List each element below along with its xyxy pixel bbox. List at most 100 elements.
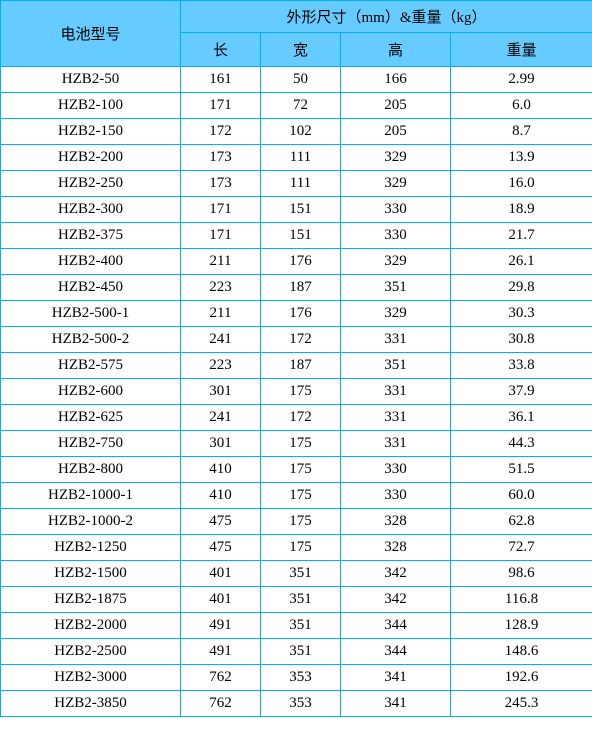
cell-w: 175 <box>261 535 341 561</box>
cell-h: 331 <box>341 431 451 457</box>
cell-model: HZB2-50 <box>1 67 181 93</box>
cell-h: 341 <box>341 665 451 691</box>
cell-l: 211 <box>181 301 261 327</box>
cell-h: 344 <box>341 613 451 639</box>
cell-model: HZB2-300 <box>1 197 181 223</box>
cell-wt: 16.0 <box>451 171 592 197</box>
cell-h: 330 <box>341 223 451 249</box>
cell-wt: 36.1 <box>451 405 592 431</box>
cell-l: 762 <box>181 691 261 717</box>
cell-model: HZB2-2500 <box>1 639 181 665</box>
table-row: HZB2-500-121117632930.3 <box>1 301 592 327</box>
cell-model: HZB2-3850 <box>1 691 181 717</box>
battery-spec-table-container: 电池型号 外形尺寸（mm）&重量（kg） 长 宽 高 重量 HZB2-50161… <box>0 0 592 717</box>
cell-w: 111 <box>261 171 341 197</box>
cell-l: 401 <box>181 561 261 587</box>
cell-model: HZB2-2000 <box>1 613 181 639</box>
table-row: HZB2-3850762353341245.3 <box>1 691 592 717</box>
cell-h: 351 <box>341 353 451 379</box>
cell-l: 161 <box>181 67 261 93</box>
cell-h: 329 <box>341 249 451 275</box>
cell-w: 353 <box>261 691 341 717</box>
cell-w: 176 <box>261 249 341 275</box>
table-row: HZB2-50161501662.99 <box>1 67 592 93</box>
cell-h: 330 <box>341 483 451 509</box>
cell-model: HZB2-600 <box>1 379 181 405</box>
cell-model: HZB2-625 <box>1 405 181 431</box>
cell-model: HZB2-3000 <box>1 665 181 691</box>
cell-model: HZB2-1875 <box>1 587 181 613</box>
header-width: 宽 <box>261 33 341 67</box>
table-row: HZB2-60030117533137.9 <box>1 379 592 405</box>
table-row: HZB2-40021117632926.1 <box>1 249 592 275</box>
header-dims-title: 外形尺寸（mm）&重量（kg） <box>181 1 592 33</box>
table-row: HZB2-1000-141017533060.0 <box>1 483 592 509</box>
table-row: HZB2-62524117233136.1 <box>1 405 592 431</box>
cell-wt: 33.8 <box>451 353 592 379</box>
cell-wt: 30.8 <box>451 327 592 353</box>
table-row: HZB2-20017311132913.9 <box>1 145 592 171</box>
cell-w: 151 <box>261 197 341 223</box>
cell-wt: 21.7 <box>451 223 592 249</box>
cell-wt: 37.9 <box>451 379 592 405</box>
table-row: HZB2-2500491351344148.6 <box>1 639 592 665</box>
cell-h: 344 <box>341 639 451 665</box>
cell-model: HZB2-575 <box>1 353 181 379</box>
cell-l: 241 <box>181 405 261 431</box>
cell-h: 329 <box>341 171 451 197</box>
cell-h: 166 <box>341 67 451 93</box>
cell-model: HZB2-400 <box>1 249 181 275</box>
table-row: HZB2-150040135134298.6 <box>1 561 592 587</box>
cell-h: 329 <box>341 301 451 327</box>
cell-wt: 192.6 <box>451 665 592 691</box>
table-body: HZB2-50161501662.99HZB2-100171722056.0HZ… <box>1 67 592 717</box>
cell-h: 330 <box>341 457 451 483</box>
cell-wt: 18.9 <box>451 197 592 223</box>
cell-model: HZB2-750 <box>1 431 181 457</box>
cell-l: 301 <box>181 431 261 457</box>
table-row: HZB2-30017115133018.9 <box>1 197 592 223</box>
cell-w: 175 <box>261 457 341 483</box>
cell-l: 401 <box>181 587 261 613</box>
cell-h: 342 <box>341 561 451 587</box>
table-row: HZB2-1501721022058.7 <box>1 119 592 145</box>
cell-model: HZB2-450 <box>1 275 181 301</box>
cell-l: 171 <box>181 223 261 249</box>
cell-h: 329 <box>341 145 451 171</box>
cell-l: 173 <box>181 171 261 197</box>
cell-w: 72 <box>261 93 341 119</box>
table-row: HZB2-125047517532872.7 <box>1 535 592 561</box>
cell-w: 102 <box>261 119 341 145</box>
cell-model: HZB2-1500 <box>1 561 181 587</box>
cell-l: 172 <box>181 119 261 145</box>
table-row: HZB2-1000-247517532862.8 <box>1 509 592 535</box>
cell-l: 173 <box>181 145 261 171</box>
cell-w: 351 <box>261 587 341 613</box>
cell-w: 175 <box>261 431 341 457</box>
cell-wt: 26.1 <box>451 249 592 275</box>
cell-l: 491 <box>181 613 261 639</box>
cell-h: 331 <box>341 379 451 405</box>
table-row: HZB2-2000491351344128.9 <box>1 613 592 639</box>
table-row: HZB2-80041017533051.5 <box>1 457 592 483</box>
cell-w: 351 <box>261 613 341 639</box>
table-row: HZB2-500-224117233130.8 <box>1 327 592 353</box>
cell-l: 475 <box>181 535 261 561</box>
cell-l: 301 <box>181 379 261 405</box>
cell-l: 410 <box>181 483 261 509</box>
header-length: 长 <box>181 33 261 67</box>
cell-w: 187 <box>261 353 341 379</box>
cell-wt: 44.3 <box>451 431 592 457</box>
cell-l: 491 <box>181 639 261 665</box>
header-model: 电池型号 <box>1 1 181 67</box>
cell-l: 223 <box>181 275 261 301</box>
table-row: HZB2-75030117533144.3 <box>1 431 592 457</box>
cell-h: 341 <box>341 691 451 717</box>
cell-h: 351 <box>341 275 451 301</box>
table-row: HZB2-25017311132916.0 <box>1 171 592 197</box>
cell-l: 211 <box>181 249 261 275</box>
cell-w: 111 <box>261 145 341 171</box>
cell-wt: 116.8 <box>451 587 592 613</box>
cell-wt: 98.6 <box>451 561 592 587</box>
cell-wt: 8.7 <box>451 119 592 145</box>
